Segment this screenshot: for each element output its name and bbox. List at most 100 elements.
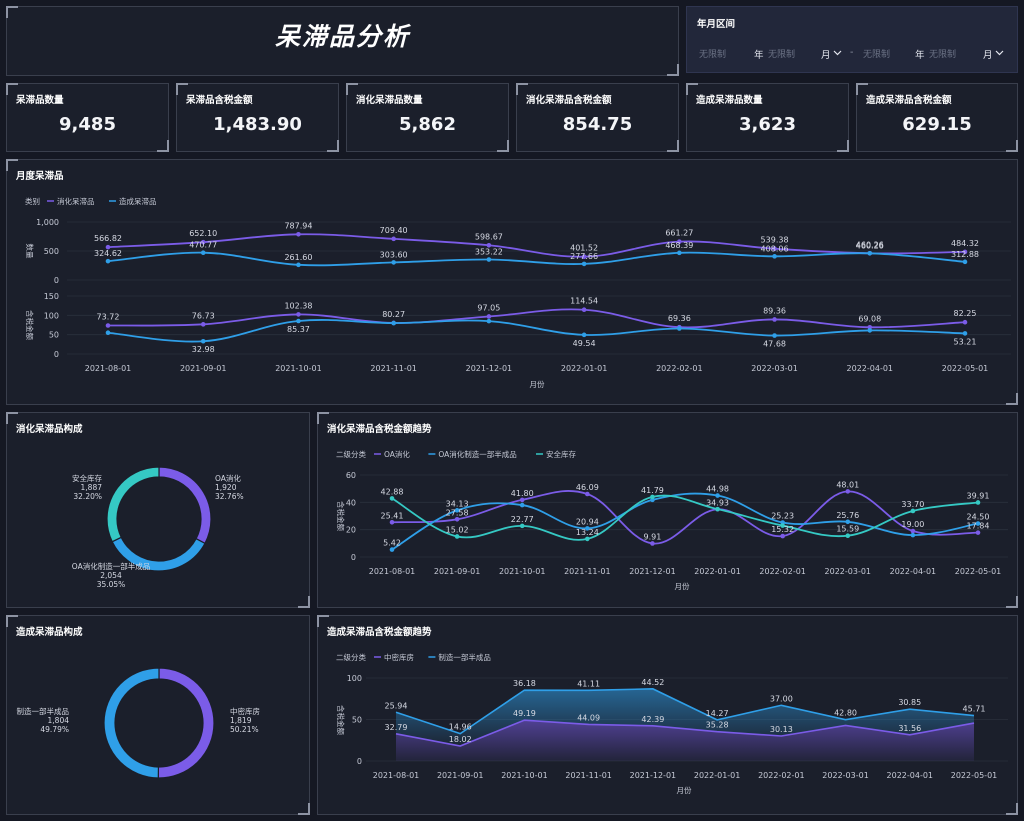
data-label: 787.94 [284, 221, 312, 230]
area-band [396, 688, 974, 747]
data-point [962, 331, 968, 336]
end-month-input[interactable]: 无限制 [929, 50, 957, 60]
data-point [962, 259, 968, 265]
data-label: 5.42 [383, 539, 401, 548]
legend-title: 二级分类 [336, 652, 366, 662]
start-year-input[interactable]: 无限制 [699, 50, 727, 60]
data-point [581, 261, 587, 267]
x-tick-label: 2021-11-01 [370, 364, 417, 373]
y-tick-label: 0 [54, 350, 59, 359]
slice-percent: 32.76% [215, 492, 244, 501]
data-point [296, 231, 301, 237]
kpi-label: 呆滞品数量 [16, 95, 64, 106]
data-label: 49.54 [573, 339, 596, 348]
start-year-unit: 年 [754, 50, 764, 61]
end-year-input[interactable]: 无限制 [863, 50, 891, 60]
data-label: 566.82 [94, 234, 122, 243]
data-label: 20.94 [576, 517, 599, 526]
data-label: 303.60 [380, 250, 408, 259]
kpi-label: 消化呆滞品数量 [356, 95, 423, 106]
kpi-value: 1,483.90 [213, 114, 302, 135]
data-point [715, 493, 720, 498]
data-point [389, 519, 395, 525]
x-tick-label: 2022-04-01 [847, 364, 894, 373]
data-label: 46.09 [576, 483, 599, 492]
data-point [296, 318, 301, 324]
digest-composition-panel: 消化呆滞品构成 OA消化 1,920 32.76% OA消化制造一部半成品 2,054 3… [6, 412, 310, 608]
data-point [486, 257, 492, 262]
x-tick-label: 2021-09-01 [180, 364, 227, 373]
data-label: 14.96 [449, 723, 472, 732]
data-point [772, 333, 777, 338]
data-point [519, 502, 525, 508]
data-label: 69.36 [668, 314, 691, 323]
data-point [780, 533, 785, 539]
chevron-down-icon[interactable] [833, 50, 842, 56]
data-point [486, 314, 492, 319]
data-label: 41.79 [641, 486, 664, 495]
data-point [585, 536, 590, 542]
data-label: 709.40 [380, 226, 408, 235]
data-point [200, 239, 206, 245]
kpi-label: 消化呆滞品含税金额 [526, 95, 612, 106]
end-year-unit: 年 [915, 50, 925, 61]
data-label: 652.10 [189, 229, 217, 238]
series-line [391, 490, 979, 545]
digest-trend-chart: 二级分类 OA消化 OA消化制造一部半成品 安全库存 0 20 40 60 含税金额 42.88 2… [336, 449, 1008, 591]
data-point [772, 246, 777, 252]
range-separator: - [850, 47, 854, 58]
x-tick-label: 2021-09-01 [434, 567, 481, 576]
data-label: 9.91 [644, 532, 662, 541]
data-label: 42.80 [834, 709, 857, 718]
data-label: 42.88 [381, 487, 404, 496]
kpi-label: 呆滞品含税金额 [186, 95, 253, 106]
y-tick-label: 40 [346, 498, 356, 507]
data-label: 32.79 [385, 723, 408, 732]
data-label: 34.13 [446, 499, 469, 508]
data-label: 102.38 [284, 301, 312, 310]
x-tick-label: 2021-10-01 [499, 567, 546, 576]
chevron-down-icon[interactable] [995, 50, 1004, 56]
data-label: 45.71 [963, 705, 986, 714]
kpi-card: 造成呆滞品含税金额 629.15 [856, 83, 1018, 152]
legend-item: 消化呆滞品 [57, 196, 95, 206]
y-tick-label: 0 [54, 276, 59, 285]
data-point [486, 242, 492, 248]
legend-item: 造成呆滞品 [119, 196, 157, 206]
chart-title: 造成呆滞品含税金额趋势 [327, 627, 432, 638]
donut-slice [158, 466, 212, 545]
data-label: 36.18 [513, 679, 536, 688]
data-point [105, 330, 111, 336]
y-tick-label: 500 [44, 247, 59, 256]
x-tick-label: 2021-08-01 [369, 567, 416, 576]
data-label: 53.21 [954, 337, 977, 346]
x-tick-label: 2022-05-01 [951, 771, 998, 780]
start-month-input[interactable]: 无限制 [768, 50, 796, 60]
data-point [391, 320, 396, 326]
data-point [910, 532, 916, 538]
chart-title: 消化呆滞品构成 [16, 424, 83, 435]
data-label: 49.19 [513, 709, 536, 718]
data-point [486, 318, 492, 324]
legend-item: OA消化 [384, 449, 410, 459]
data-point [200, 322, 206, 327]
data-label: 48.01 [836, 480, 859, 489]
y-tick-label: 20 [346, 526, 356, 535]
chart-title: 消化呆滞品含税金额趋势 [327, 424, 432, 435]
x-tick-label: 2022-01-01 [694, 567, 741, 576]
data-label: 15.02 [446, 525, 469, 534]
data-point [975, 530, 981, 535]
donut-slice [157, 667, 215, 779]
data-label: 33.70 [901, 500, 924, 509]
x-tick-label: 2022-04-01 [887, 771, 934, 780]
data-point [105, 258, 111, 264]
x-tick-label: 2021-12-01 [466, 364, 513, 373]
data-label: 13.24 [576, 528, 599, 537]
data-label: 35.28 [706, 721, 729, 730]
kpi-value: 629.15 [902, 114, 972, 135]
data-point [389, 547, 395, 552]
data-label: 312.88 [951, 250, 979, 259]
y-axis-label: 含税金额 [336, 705, 346, 735]
data-point [296, 262, 301, 268]
y-tick-label: 1,000 [36, 218, 59, 227]
